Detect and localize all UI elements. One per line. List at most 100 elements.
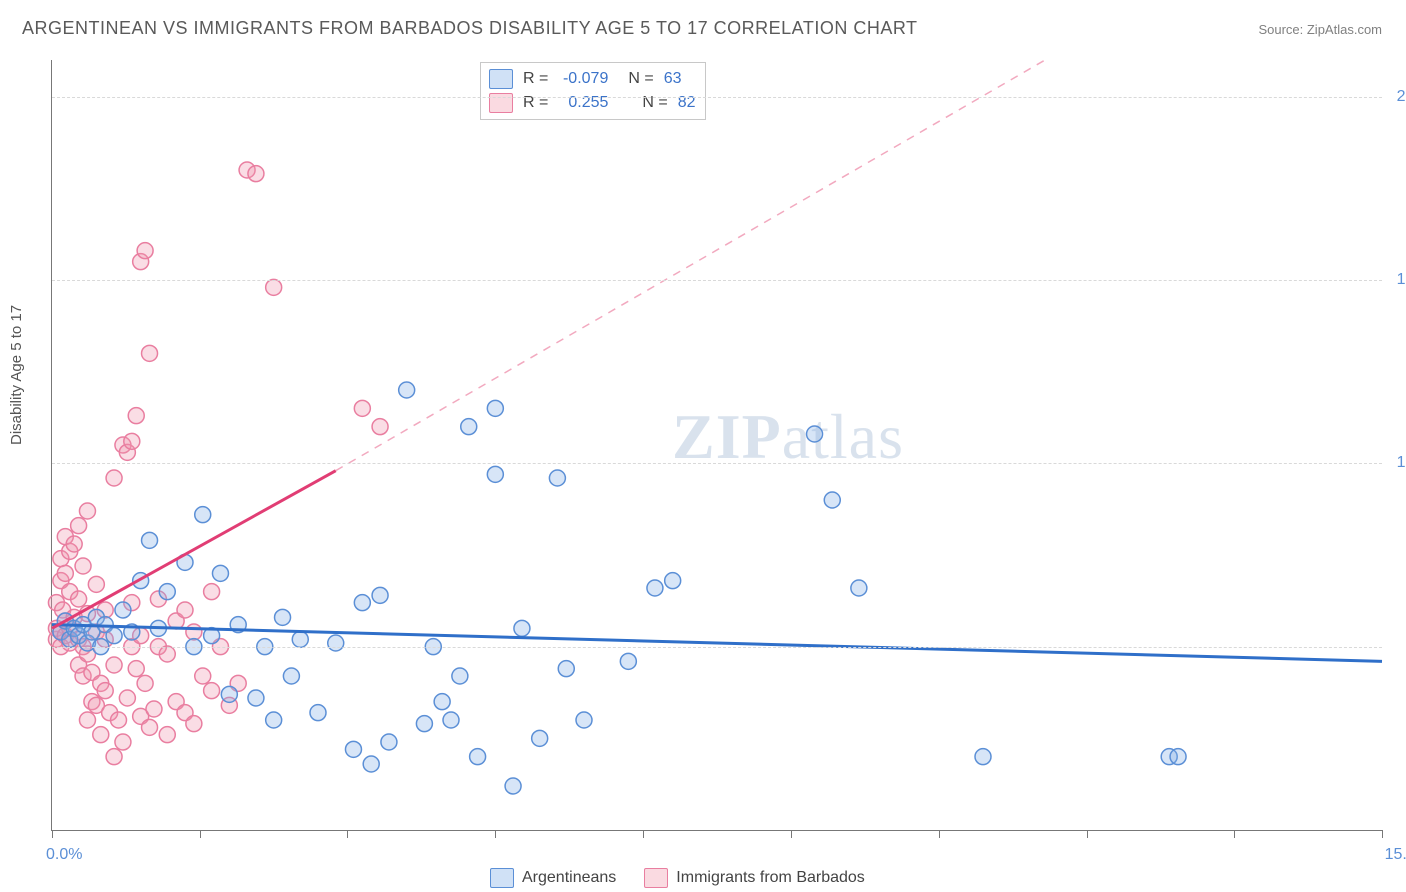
scatter-point — [159, 584, 175, 600]
scatter-point — [487, 466, 503, 482]
stat-r-blue: -0.079 — [554, 70, 608, 88]
scatter-point — [57, 565, 73, 581]
scatter-point — [106, 628, 122, 644]
x-tick — [791, 830, 792, 838]
scatter-point — [1170, 749, 1186, 765]
scatter-point — [142, 719, 158, 735]
scatter-point — [292, 631, 308, 647]
x-tick-label: 15.0% — [1385, 846, 1406, 864]
scatter-point — [111, 712, 127, 728]
legend: Argentineans Immigrants from Barbados — [490, 868, 865, 888]
scatter-point — [115, 734, 131, 750]
scatter-point — [399, 382, 415, 398]
scatter-point — [142, 532, 158, 548]
scatter-point — [576, 712, 592, 728]
trendline-pink-dash — [336, 60, 1045, 471]
scatter-point — [851, 580, 867, 596]
scatter-point — [452, 668, 468, 684]
legend-item-blue: Argentineans — [490, 868, 616, 888]
scatter-point — [204, 584, 220, 600]
scatter-point — [186, 716, 202, 732]
x-tick — [347, 830, 348, 838]
trendline-blue — [52, 625, 1382, 662]
y-tick-label: 20.0% — [1397, 88, 1406, 106]
scatter-point — [88, 576, 104, 592]
scatter-point — [186, 624, 202, 640]
scatter-point — [93, 727, 109, 743]
gridline — [52, 97, 1382, 98]
scatter-point — [416, 716, 432, 732]
gridline — [52, 463, 1382, 464]
scatter-point — [142, 345, 158, 361]
scatter-point — [807, 426, 823, 442]
scatter-point — [204, 683, 220, 699]
x-tick-label: 0.0% — [46, 846, 82, 864]
scatter-point — [137, 675, 153, 691]
scatter-point — [310, 705, 326, 721]
scatter-point — [124, 433, 140, 449]
scatter-point — [119, 690, 135, 706]
scatter-point — [514, 620, 530, 636]
scatter-point — [159, 646, 175, 662]
scatter-point — [443, 712, 459, 728]
scatter-point — [354, 595, 370, 611]
scatter-point — [372, 587, 388, 603]
scatter-point — [266, 712, 282, 728]
x-tick — [495, 830, 496, 838]
x-tick — [52, 830, 53, 838]
scatter-point — [487, 400, 503, 416]
y-tick-label: 10.0% — [1397, 454, 1406, 472]
scatter-point — [75, 558, 91, 574]
scatter-point — [363, 756, 379, 772]
scatter-point — [434, 694, 450, 710]
y-tick-label: 15.0% — [1397, 271, 1406, 289]
scatter-point — [620, 653, 636, 669]
scatter-point — [106, 749, 122, 765]
scatter-point — [558, 661, 574, 677]
x-tick — [200, 830, 201, 838]
stats-row-blue: R = -0.079 N = 63 — [489, 67, 695, 91]
scatter-point — [195, 507, 211, 523]
swatch-blue-icon — [489, 69, 513, 89]
scatter-point — [381, 734, 397, 750]
x-tick — [1087, 830, 1088, 838]
scatter-point — [97, 683, 113, 699]
scatter-point — [79, 712, 95, 728]
stat-n-blue: 63 — [664, 70, 682, 88]
scatter-point — [354, 400, 370, 416]
scatter-point — [283, 668, 299, 684]
scatter-point — [79, 503, 95, 519]
scatter-point — [128, 408, 144, 424]
y-axis-label: Disability Age 5 to 17 — [8, 305, 25, 445]
chart-title: ARGENTINEAN VS IMMIGRANTS FROM BARBADOS … — [22, 18, 918, 39]
x-tick — [1234, 830, 1235, 838]
legend-label-blue: Argentineans — [522, 869, 616, 887]
scatter-point — [647, 580, 663, 596]
scatter-point — [177, 602, 193, 618]
chart-svg — [52, 60, 1382, 830]
scatter-point — [106, 470, 122, 486]
scatter-point — [275, 609, 291, 625]
x-tick — [939, 830, 940, 838]
stats-row-pink: R = 0.255 N = 82 — [489, 91, 695, 115]
scatter-point — [665, 573, 681, 589]
x-tick — [1382, 830, 1383, 838]
plot-area: ZIPatlas R = -0.079 N = 63 R = 0.255 N =… — [51, 60, 1382, 831]
scatter-point — [221, 686, 237, 702]
scatter-point — [212, 565, 228, 581]
scatter-point — [266, 279, 282, 295]
stats-box: R = -0.079 N = 63 R = 0.255 N = 82 — [480, 62, 706, 120]
legend-label-pink: Immigrants from Barbados — [676, 869, 865, 887]
scatter-point — [115, 602, 131, 618]
scatter-point — [549, 470, 565, 486]
scatter-point — [461, 419, 477, 435]
scatter-point — [372, 419, 388, 435]
scatter-point — [470, 749, 486, 765]
scatter-point — [248, 166, 264, 182]
scatter-point — [824, 492, 840, 508]
scatter-point — [137, 243, 153, 259]
gridline — [52, 647, 1382, 648]
swatch-blue-icon — [490, 868, 514, 888]
scatter-point — [532, 730, 548, 746]
stat-n-label: N = — [628, 70, 653, 88]
